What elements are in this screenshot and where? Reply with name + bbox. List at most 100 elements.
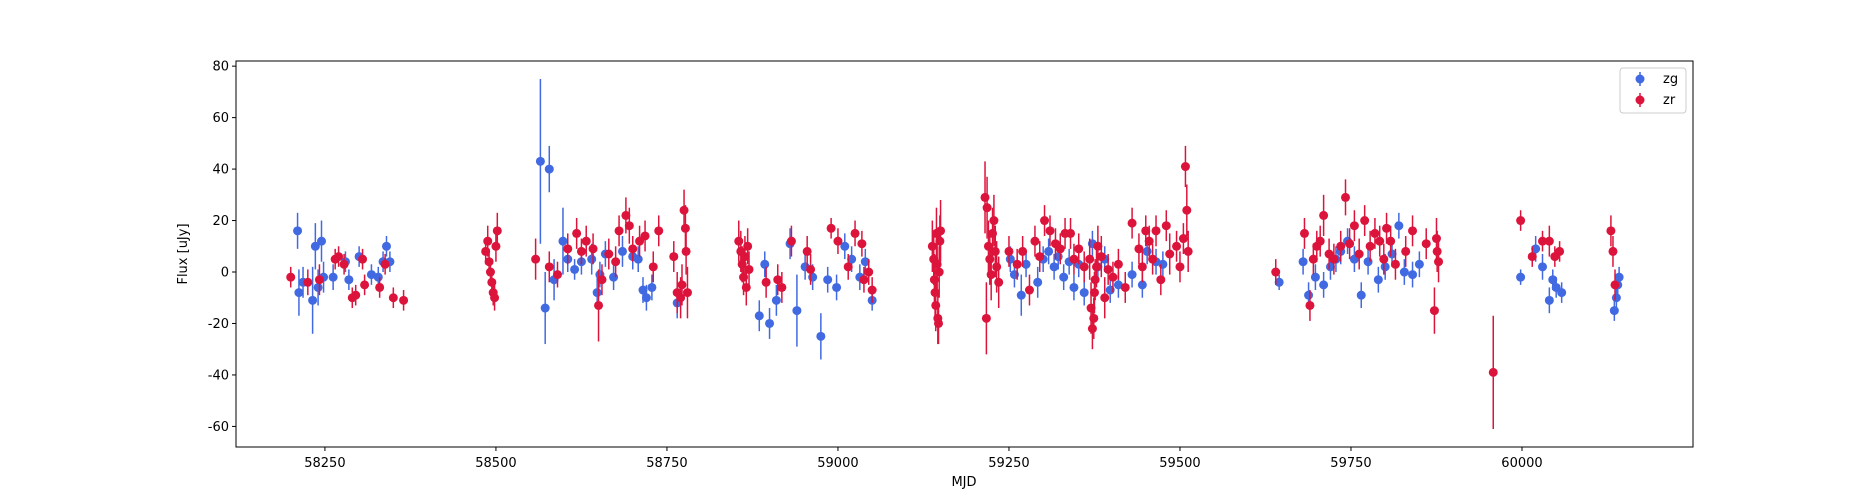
- point-zg: [1158, 259, 1168, 269]
- point-zg: [1408, 270, 1418, 280]
- point-zr: [777, 282, 787, 292]
- legend-zg-label: zg: [1663, 72, 1678, 87]
- point-zg: [808, 272, 818, 282]
- point-zg: [1059, 272, 1069, 282]
- point-zr: [992, 262, 1002, 272]
- point-zr: [1390, 259, 1400, 269]
- x-tick-label: 59250: [988, 456, 1029, 471]
- point-zg: [328, 272, 338, 282]
- y-tick-label: 40: [212, 163, 229, 178]
- point-zg: [294, 288, 304, 298]
- point-zg: [832, 282, 842, 292]
- point-zg: [587, 254, 597, 264]
- point-zg: [344, 275, 354, 285]
- point-zr: [597, 275, 607, 285]
- point-zr: [576, 246, 586, 256]
- point-zg: [540, 303, 550, 313]
- point-zr: [648, 262, 658, 272]
- point-zg: [1557, 288, 1567, 298]
- point-zr: [484, 257, 494, 267]
- point-zr: [1092, 262, 1102, 272]
- point-zr: [628, 244, 638, 254]
- point-zr: [358, 254, 368, 264]
- point-zg: [792, 306, 802, 316]
- point-zr: [1096, 252, 1106, 262]
- legend-zr-label: zr: [1663, 93, 1676, 108]
- point-zr: [303, 277, 313, 287]
- point-zr: [1151, 226, 1161, 236]
- point-zr: [1329, 254, 1339, 264]
- point-zr: [857, 239, 867, 249]
- point-zg: [1049, 262, 1059, 272]
- point-zg: [1069, 282, 1079, 292]
- point-zg: [570, 264, 580, 274]
- point-zr: [1432, 246, 1442, 256]
- point-zr: [1386, 236, 1396, 246]
- point-zr: [1069, 254, 1079, 264]
- point-zr: [1345, 239, 1355, 249]
- point-zr: [743, 241, 753, 251]
- point-zr: [624, 221, 634, 231]
- point-zr: [1074, 244, 1084, 254]
- point-zg: [373, 272, 383, 282]
- point-zr: [531, 254, 541, 264]
- point-zg: [1363, 257, 1373, 267]
- legend: zg zr: [1619, 67, 1687, 114]
- point-zr: [1606, 226, 1616, 236]
- point-zr: [734, 236, 744, 246]
- point-zr: [604, 249, 614, 259]
- point-zg: [823, 275, 833, 285]
- point-zr: [594, 300, 604, 310]
- point-zr: [1100, 293, 1110, 303]
- point-zr: [588, 244, 598, 254]
- point-zr: [744, 264, 754, 274]
- point-zg: [860, 257, 870, 267]
- point-zg: [1516, 272, 1526, 282]
- point-zg: [1298, 257, 1308, 267]
- point-zg: [641, 293, 651, 303]
- point-zg: [1005, 254, 1015, 264]
- point-zg: [1611, 293, 1621, 303]
- point-zr: [611, 257, 621, 267]
- point-zr: [1141, 226, 1151, 236]
- point-zr: [934, 318, 944, 328]
- point-zr: [1085, 254, 1095, 264]
- point-zr: [621, 210, 631, 220]
- point-zg: [1310, 272, 1320, 282]
- point-zg: [1016, 290, 1026, 300]
- point-zg: [1021, 259, 1031, 269]
- point-zr: [1127, 218, 1137, 228]
- point-zg: [647, 282, 657, 292]
- point-zr: [1165, 249, 1175, 259]
- point-zr: [1354, 249, 1364, 259]
- point-zg: [847, 254, 857, 264]
- point-zr: [980, 192, 990, 202]
- point-zg: [633, 254, 643, 264]
- point-zr: [786, 236, 796, 246]
- point-zr: [1040, 216, 1050, 226]
- point-zg: [317, 236, 327, 246]
- x-tick-label: 58500: [475, 456, 516, 471]
- point-zr: [1093, 241, 1103, 251]
- y-tick-label: 80: [212, 60, 229, 75]
- point-zr: [1365, 241, 1375, 251]
- point-zg: [1614, 272, 1624, 282]
- point-zr: [1408, 226, 1418, 236]
- point-zr: [1079, 262, 1089, 272]
- point-zr: [388, 293, 398, 303]
- point-zg: [1137, 280, 1147, 290]
- point-zr: [983, 241, 993, 251]
- point-zr: [1161, 221, 1171, 231]
- point-zg: [1548, 275, 1558, 285]
- point-zr: [1090, 275, 1100, 285]
- y-axis-label: Flux [uJy]: [176, 223, 191, 284]
- point-zg: [558, 236, 568, 246]
- point-zr: [1172, 241, 1182, 251]
- x-tick-label: 60000: [1501, 456, 1542, 471]
- point-zr: [1544, 236, 1554, 246]
- point-zr: [1538, 236, 1548, 246]
- point-zr: [1527, 252, 1537, 262]
- point-zg: [1538, 262, 1548, 272]
- point-zr: [679, 205, 689, 215]
- point-zr: [761, 277, 771, 287]
